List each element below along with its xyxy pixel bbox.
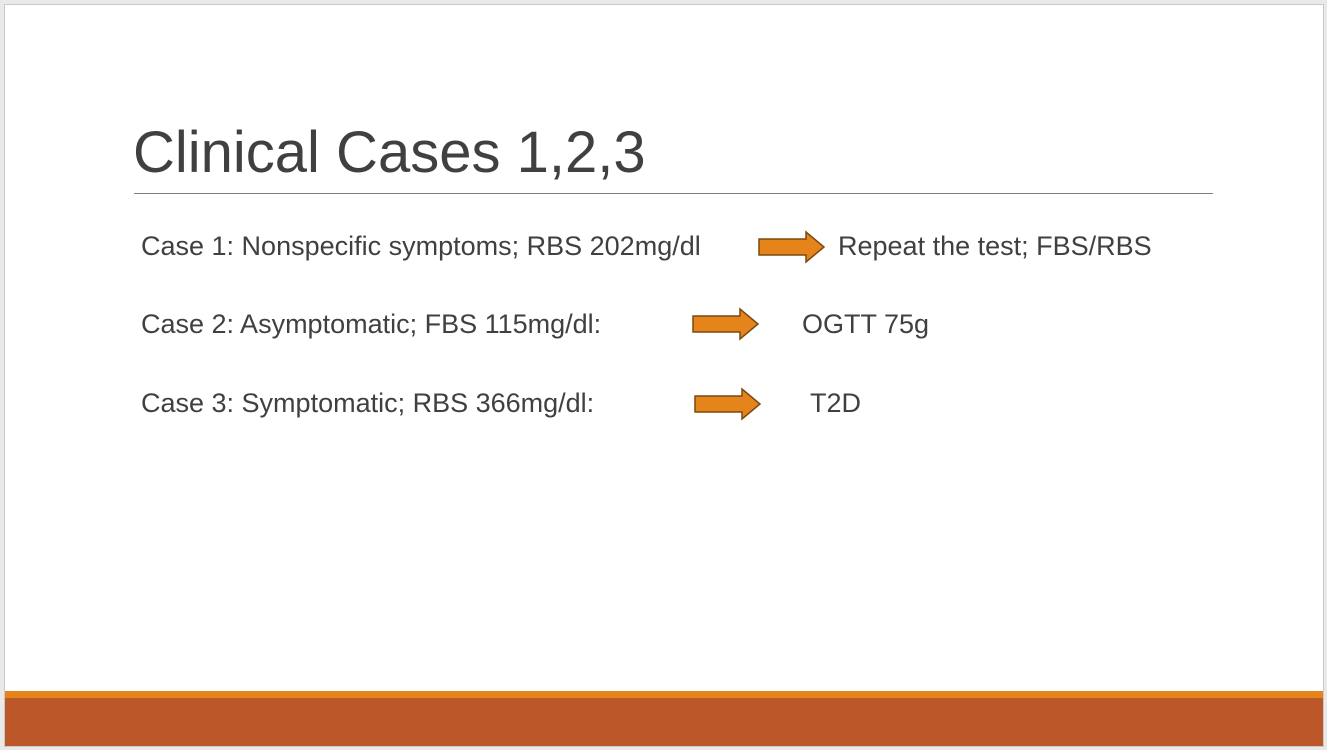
case-1-result: Repeat the test; FBS/RBS bbox=[838, 231, 1152, 261]
case-2-result: OGTT 75g bbox=[802, 309, 930, 339]
title-divider bbox=[134, 193, 1213, 194]
case-2-description: Case 2: Asymptomatic; FBS 115mg/dl: bbox=[141, 309, 602, 339]
right-arrow-icon bbox=[694, 387, 762, 421]
case-1-description: Case 1: Nonspecific symptoms; RBS 202mg/… bbox=[141, 231, 701, 261]
slide: Clinical Cases 1,2,3 Case 1: Nonspecific… bbox=[4, 4, 1324, 747]
footer-band bbox=[5, 698, 1323, 746]
right-arrow-icon bbox=[758, 230, 826, 264]
case-3-result: T2D bbox=[810, 388, 862, 418]
case-3-description: Case 3: Symptomatic; RBS 366mg/dl: bbox=[141, 388, 595, 418]
slide-title: Clinical Cases 1,2,3 bbox=[133, 120, 646, 185]
footer-accent-stripe bbox=[5, 691, 1323, 698]
right-arrow-icon bbox=[692, 307, 760, 341]
